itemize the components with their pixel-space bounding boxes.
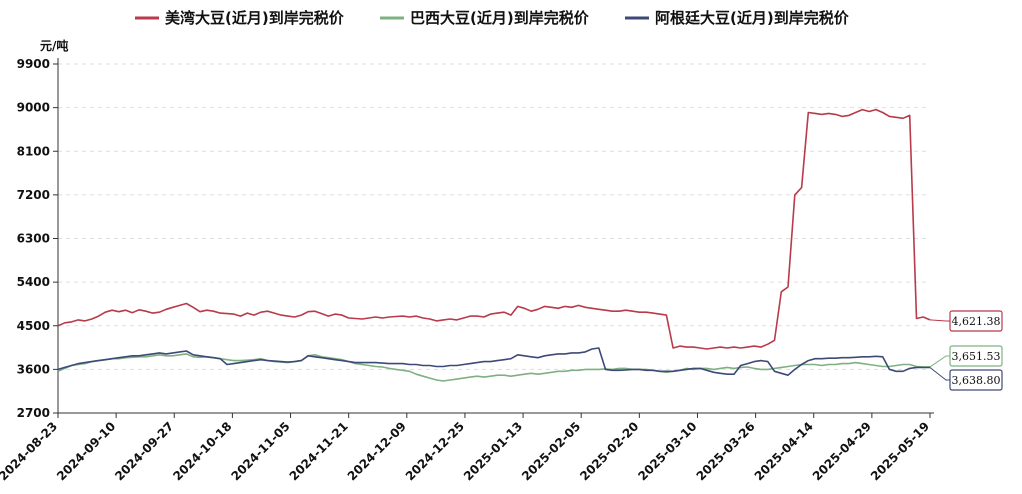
legend-item-2[interactable]: 巴西大豆(近月)到岸完税价 [380, 9, 590, 27]
x-tick-label: 2024-08-23 [0, 419, 60, 483]
x-tick-label: 2025-05-19 [868, 419, 932, 483]
x-tick-label: 2024-09-10 [54, 419, 118, 483]
chart-legend[interactable]: 美湾大豆(近月)到岸完税价 巴西大豆(近月)到岸完税价 阿根廷大豆(近月)到岸完税价 [135, 9, 850, 27]
x-tick-label: 2024-11-05 [228, 419, 292, 483]
y-axis-ticks: 2700 3600 4500 5400 6300 7200 8100 9000 9900 [17, 57, 58, 420]
x-tick-label: 2024-09-27 [112, 419, 176, 483]
x-axis-ticks: 2024-08-232024-09-102024-09-272024-10-18… [0, 413, 932, 483]
legend-item-3[interactable]: 阿根廷大豆(近月)到岸完税价 [625, 9, 850, 27]
series-line-3[interactable] [57, 347, 930, 377]
series-lines [57, 108, 931, 382]
end-label-2: 3,651.53 [929, 345, 1003, 368]
end-label-box [949, 310, 1003, 332]
series-line-1[interactable] [57, 108, 931, 350]
y-tick-label: 5400 [17, 275, 50, 289]
grid-lines [58, 63, 930, 370]
x-tick-label: 2025-02-05 [519, 419, 583, 483]
y-tick-label: 3600 [17, 362, 50, 376]
x-tick-label: 2025-01-13 [461, 419, 525, 483]
x-tick-label: 2024-12-09 [345, 419, 409, 483]
series-line-2[interactable] [57, 353, 930, 382]
end-label-box [949, 345, 1003, 367]
end-label-1: 4,621.38 [929, 310, 1003, 332]
x-tick-label: 2025-03-10 [635, 419, 699, 483]
y-tick-label: 9000 [17, 101, 50, 115]
x-tick-label: 2025-02-20 [577, 419, 641, 483]
x-tick-label: 2025-04-14 [752, 419, 816, 483]
x-tick-label: 2024-11-21 [287, 419, 351, 483]
end-label-text: 3,638.80 [952, 374, 1001, 387]
end-value-labels: 4,621.38 3,651.53 3,638.80 [929, 310, 1003, 391]
y-tick-label: 4500 [17, 319, 50, 333]
x-tick-label: 2025-03-26 [694, 419, 758, 483]
legend-label: 美湾大豆(近月)到岸完税价 [165, 9, 345, 27]
end-label-3: 3,638.80 [929, 367, 1003, 391]
legend-label: 巴西大豆(近月)到岸完税价 [410, 9, 590, 27]
y-tick-label: 2700 [17, 406, 50, 420]
legend-label: 阿根廷大豆(近月)到岸完税价 [655, 9, 850, 27]
end-label-text: 3,651.53 [952, 350, 1001, 363]
y-tick-label: 6300 [17, 232, 50, 246]
y-tick-label: 9900 [17, 57, 50, 71]
x-tick-label: 2025-04-29 [810, 419, 874, 483]
x-tick-label: 2024-10-18 [170, 419, 234, 483]
end-label-text: 4,621.38 [952, 315, 1001, 328]
end-label-box [949, 369, 1003, 391]
x-tick-label: 2024-12-25 [403, 419, 467, 483]
axes [57, 58, 934, 414]
y-tick-label: 8100 [17, 144, 50, 158]
y-axis-unit: 元/吨 [40, 38, 68, 53]
y-tick-label: 7200 [17, 188, 50, 202]
legend-item-1[interactable]: 美湾大豆(近月)到岸完税价 [135, 9, 345, 27]
